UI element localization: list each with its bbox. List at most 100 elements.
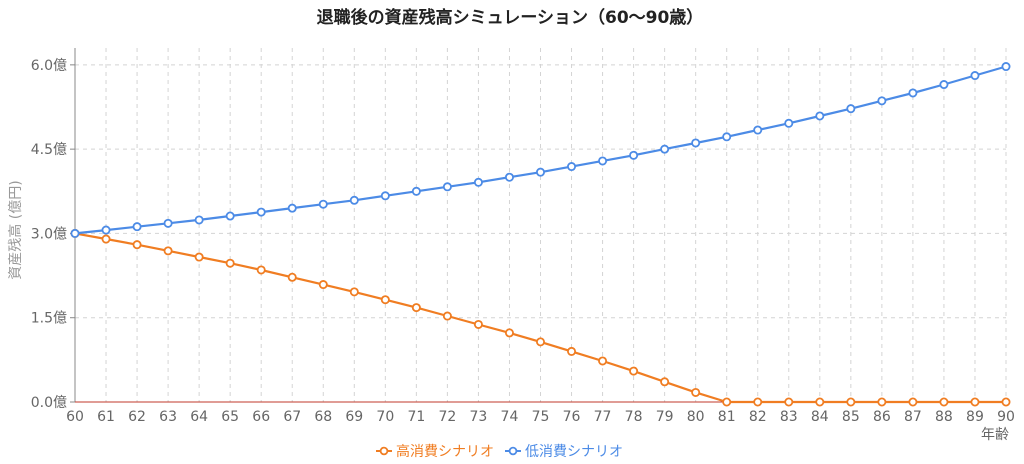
- data-point: [660, 144, 670, 154]
- legend[interactable]: 高消費シナリオ 低消費シナリオ: [376, 443, 623, 460]
- x-tick-label: 75: [532, 409, 550, 425]
- x-axis-title: 年齢: [981, 427, 1009, 443]
- data-point: [349, 287, 359, 297]
- data-point: [598, 156, 608, 166]
- legend-label: 高消費シナリオ: [396, 443, 494, 460]
- legend-marker-icon: [508, 446, 518, 456]
- data-point: [691, 138, 701, 148]
- x-tick-label: 80: [687, 409, 705, 425]
- data-point: [567, 162, 577, 172]
- data-point: [349, 195, 359, 205]
- data-point: [536, 167, 546, 177]
- y-axis-title: 資産残高 (億円): [7, 180, 24, 279]
- legend-marker-icon: [379, 446, 389, 456]
- legend-item-1[interactable]: 高消費シナリオ: [376, 443, 494, 460]
- x-tick-label: 82: [749, 409, 767, 425]
- y-tick-label: 6.0億: [31, 58, 67, 74]
- legend-label: 低消費シナリオ: [525, 444, 623, 460]
- data-point: [411, 186, 421, 196]
- data-point: [70, 228, 80, 238]
- y-tick-label: 0.0億: [31, 395, 67, 411]
- data-point: [1001, 62, 1011, 72]
- x-tick-label: 73: [470, 409, 488, 425]
- data-point: [411, 303, 421, 313]
- data-point: [567, 346, 577, 356]
- data-point: [473, 319, 483, 329]
- data-point: [504, 172, 514, 182]
- data-point: [256, 265, 266, 275]
- data-point: [877, 96, 887, 106]
- data-point: [256, 207, 266, 217]
- x-tick-label: 64: [190, 409, 208, 425]
- data-point: [722, 397, 732, 407]
- x-tick-label: 71: [407, 409, 425, 425]
- x-tick-label: 78: [625, 409, 643, 425]
- series-layer: [70, 62, 1011, 407]
- data-point: [753, 397, 763, 407]
- data-point: [163, 246, 173, 256]
- data-point: [691, 387, 701, 397]
- x-tick-label: 65: [221, 409, 239, 425]
- data-point: [598, 356, 608, 366]
- data-point: [753, 125, 763, 135]
- data-point: [846, 397, 856, 407]
- data-point: [877, 397, 887, 407]
- x-tick-label: 86: [873, 409, 891, 425]
- data-point: [660, 377, 670, 387]
- x-tick-label: 85: [842, 409, 860, 425]
- data-point: [101, 225, 111, 235]
- data-point: [225, 258, 235, 268]
- data-point: [194, 215, 204, 225]
- data-point: [194, 252, 204, 262]
- x-tick-label: 87: [904, 409, 922, 425]
- x-tick-label: 63: [159, 409, 177, 425]
- chart-title: 退職後の資産残高シミュレーション（60〜90歳）: [317, 7, 704, 28]
- data-point: [1001, 397, 1011, 407]
- series-1: [70, 228, 1011, 407]
- x-tick-label: 69: [345, 409, 363, 425]
- y-tick-label: 3.0億: [31, 226, 67, 242]
- data-point: [629, 366, 639, 376]
- x-tick-label: 90: [997, 409, 1015, 425]
- data-point: [163, 218, 173, 228]
- data-point: [722, 132, 732, 142]
- data-point: [132, 222, 142, 232]
- data-point: [225, 211, 235, 221]
- data-point: [442, 182, 452, 192]
- y-tick-label: 4.5億: [31, 142, 67, 158]
- data-point: [784, 118, 794, 128]
- data-point: [473, 177, 483, 187]
- x-tick-label: 74: [501, 409, 519, 425]
- data-point: [939, 80, 949, 90]
- data-point: [815, 111, 825, 121]
- data-point: [318, 199, 328, 209]
- data-point: [318, 280, 328, 290]
- data-point: [629, 150, 639, 160]
- x-tick-label: 84: [811, 409, 829, 425]
- data-point: [287, 272, 297, 282]
- x-tick-label: 66: [252, 409, 270, 425]
- series-2: [70, 62, 1011, 238]
- x-tick-label: 72: [438, 409, 456, 425]
- data-point: [784, 397, 794, 407]
- data-point: [846, 104, 856, 114]
- x-tick-label: 61: [97, 409, 115, 425]
- x-tick-label: 81: [718, 409, 736, 425]
- x-tick-label: 68: [314, 409, 332, 425]
- x-tick-label: 60: [66, 409, 84, 425]
- data-point: [536, 337, 546, 347]
- data-point: [442, 311, 452, 321]
- y-tick-label: 1.5億: [31, 311, 67, 327]
- grid: [75, 48, 1007, 402]
- legend-item-2[interactable]: 低消費シナリオ: [505, 444, 623, 460]
- data-point: [908, 397, 918, 407]
- x-tick-label: 79: [656, 409, 674, 425]
- data-point: [101, 234, 111, 244]
- data-point: [287, 203, 297, 213]
- data-point: [132, 240, 142, 250]
- data-point: [939, 397, 949, 407]
- data-point: [380, 191, 390, 201]
- x-tick-label: 77: [594, 409, 612, 425]
- x-tick-label: 70: [376, 409, 394, 425]
